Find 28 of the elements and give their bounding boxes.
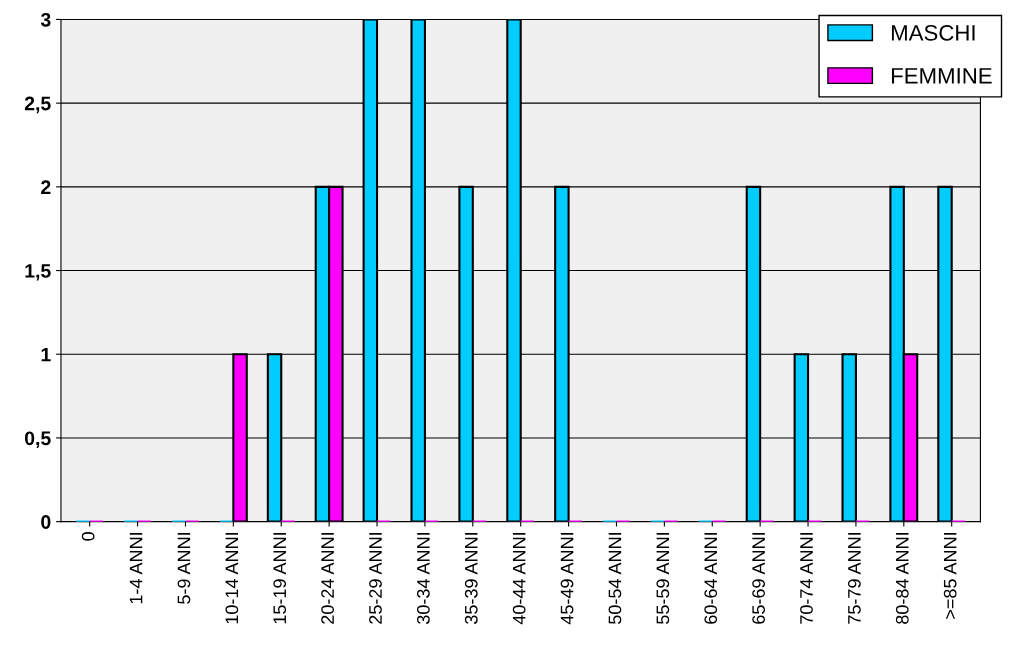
y-tick-label: 2 [41,180,51,194]
x-tick-label: 70-74 ANNI [800,533,813,624]
y-tick-label: 0 [41,515,51,529]
y-tick-label: 2,5 [24,96,51,114]
x-tick-label: 55-59 ANNI [656,533,670,624]
x-tick-label: 1-4 ANNI [129,533,143,604]
x-tick-label: 25-29 ANNI [369,533,382,624]
x-tick-label: 50-54 ANNI [608,533,622,624]
x-tick-label: 75-79 ANNI [847,533,861,624]
x-tick-label: 35-39 ANNI [464,533,478,625]
x-tick-label: 30-34 ANNI [416,533,430,625]
x-tick-label: 20-24 ANNI [321,533,334,624]
x-tick-label: 0 [81,532,95,541]
x-tick-label: 15-19 ANNI [273,533,287,624]
x-tick-label: 45-49 ANNI [560,533,574,625]
x-tick-label: >=85 ANNI [943,533,957,619]
legend-label: MASCHI [891,24,975,41]
y-tick-label: 1 [41,347,51,362]
y-tick-label: 0,5 [24,431,51,448]
legend-label: FEMMINE [891,68,992,84]
x-tick-label: 65-69 ANNI [752,533,765,624]
x-tick-label: 60-64 ANNI [704,533,718,624]
x-tick-label: 40-44 ANNI [512,533,526,625]
x-tick-label: 10-14 ANNI [225,533,239,624]
x-tick-label: 5-9 ANNI [177,533,191,604]
y-tick-label: 1,5 [25,264,51,281]
x-tick-label: 80-84 ANNI [895,533,909,624]
y-tick-label: 3 [40,12,51,27]
